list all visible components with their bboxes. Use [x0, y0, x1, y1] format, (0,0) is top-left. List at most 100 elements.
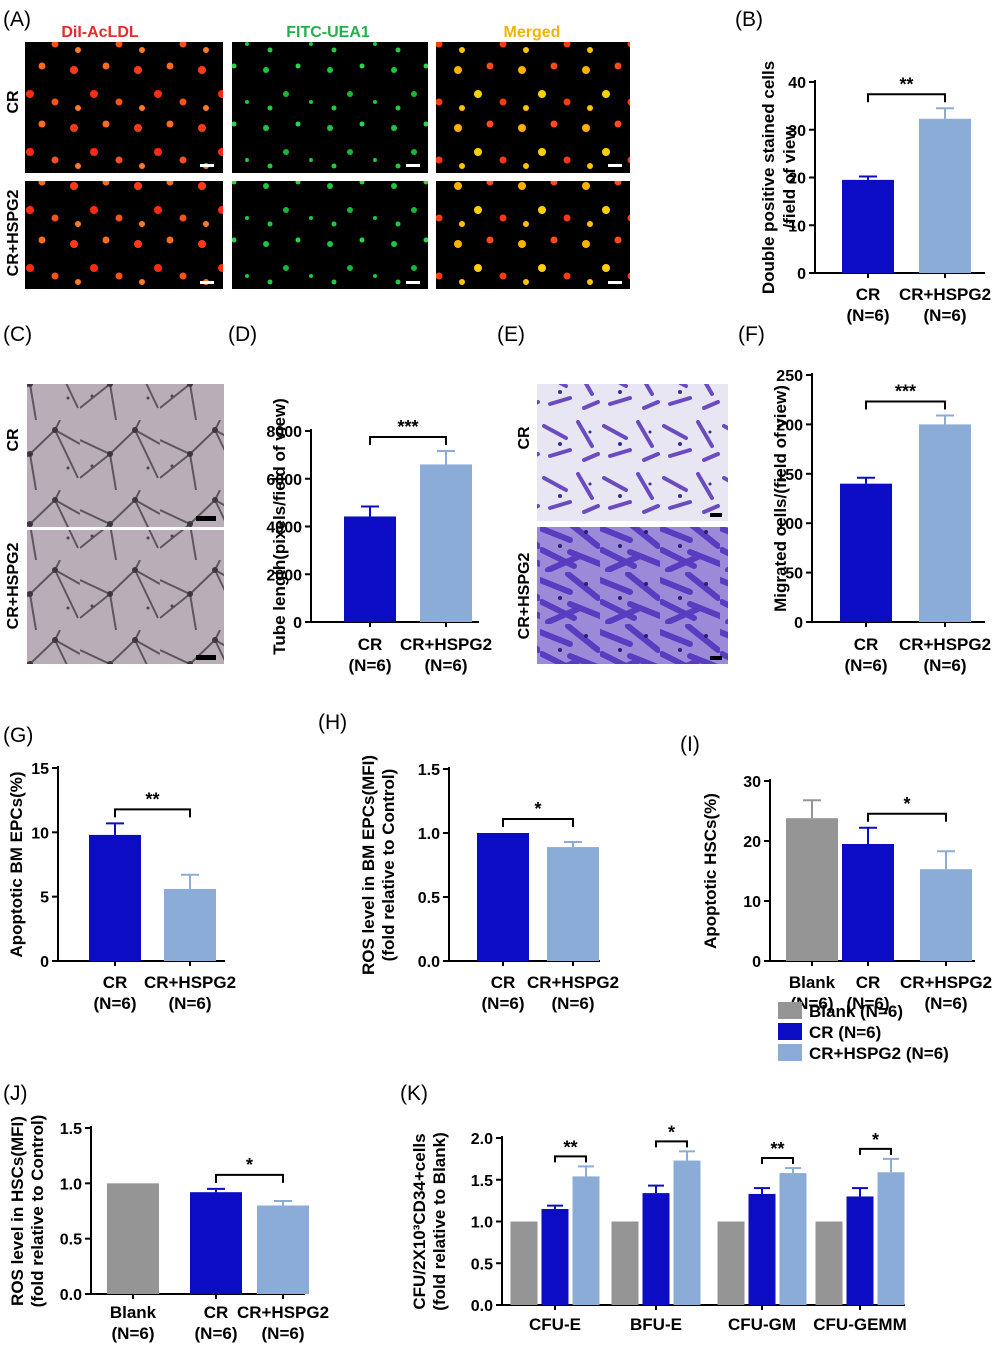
bar: [344, 516, 396, 622]
legend-label: CR (N=6): [809, 1023, 881, 1042]
y-tick-label: 150: [776, 467, 803, 484]
y-axis-title: CFU/2X10³CD34+cells: [410, 1133, 429, 1309]
y-tick-label: 1.5: [471, 1173, 493, 1190]
significance-bracket: [867, 93, 946, 103]
significance-label: *: [534, 799, 541, 819]
y-tick-label: 0.0: [471, 1298, 493, 1315]
panel-f-label: (F): [738, 323, 765, 346]
significance-label: **: [563, 1137, 577, 1157]
x-category-label: Blank: [110, 1303, 157, 1322]
y-tick-label: 15: [31, 761, 49, 778]
tube-image-cr: [27, 384, 224, 527]
scale-bar: [200, 281, 214, 284]
panel-c-label: (C): [3, 323, 32, 346]
panel-a: (A) DiI-AcLDL FITC-UEA1 Merged CR CR+HSP…: [3, 8, 630, 289]
y-tick-label: 8000: [266, 424, 302, 441]
legend-swatch: [778, 1044, 802, 1061]
column-title-fitc-uea1: FITC-UEA1: [286, 24, 370, 41]
panel-a-row-label-cr: CR: [5, 90, 22, 114]
y-tick-label: 30: [743, 774, 761, 791]
x-category-label: CR+HSPG2: [899, 635, 991, 654]
significance-bracket: [859, 1147, 892, 1155]
x-category-label: CR+HSPG2: [527, 973, 619, 992]
scale-bar: [710, 656, 722, 660]
significance-label: **: [145, 789, 159, 809]
y-tick-label: 100: [776, 516, 803, 533]
x-category-n: (N=6): [847, 994, 890, 1013]
x-category-n: (N=6): [94, 994, 137, 1013]
scale-bar: [196, 655, 216, 660]
x-category-label: CR+HSPG2: [144, 973, 236, 992]
x-category-n: (N=6): [924, 306, 967, 325]
y-tick-label: 10: [31, 825, 49, 842]
panel-c-row-label-cr-hspg2: CR+HSPG2: [5, 543, 22, 630]
y-tick-label: 0: [794, 615, 803, 632]
x-category-n: (N=6): [425, 656, 468, 675]
y-tick-label: 1.0: [60, 1176, 82, 1193]
significance-bracket: [867, 812, 947, 822]
significance-bracket: [114, 808, 191, 818]
bar: [164, 888, 216, 961]
significance-bracket: [761, 1157, 794, 1165]
y-axis-title: ROS level in BM EPCs(MFI): [359, 755, 378, 975]
significance-label: **: [899, 74, 913, 94]
y-tick-label: 40: [788, 75, 806, 92]
y-axis-title: ROS level in HSCs(MFI): [8, 1116, 27, 1306]
x-category-n: (N=6): [112, 1324, 155, 1343]
y-axis-title: Tube length(pixels/field of view): [270, 398, 289, 655]
panel-e-label: (E): [497, 323, 525, 346]
significance-bracket: [655, 1140, 688, 1148]
x-category-label: Blank: [789, 973, 836, 992]
chart-j: (J) 0.0 0.5 1.0 1.5 ROS level in HSCs(MFI) (fo…: [3, 1082, 329, 1343]
x-category-n: (N=6): [349, 656, 392, 675]
bar: [779, 1173, 807, 1305]
x-category-n: (N=6): [195, 1324, 238, 1343]
bar: [257, 1205, 309, 1294]
chart-g: (G) 0 5 10 15 Apoptotic BM EPCs(%) CR (N=6) CR+H…: [3, 724, 236, 1013]
bar: [786, 818, 838, 961]
bar: [842, 844, 894, 961]
x-category-label: CR+HSPG2: [899, 285, 991, 304]
chart-i: (I) 0 10 20 30 Apoptotic HSCs(%) Blank (N=6) CR (…: [680, 733, 992, 1013]
y-tick-label: 10: [743, 894, 761, 911]
panel-a-label: (A): [3, 8, 31, 31]
significance-label: *: [903, 794, 910, 814]
chart-h: (H) 0.0 0.5 1.0 1.5 ROS level in BM EPCs(MFI)…: [318, 711, 619, 1013]
panel-c-row-label-cr: CR: [5, 428, 22, 452]
y-tick-label: 2000: [266, 567, 302, 584]
panel-k-label: (K): [400, 1082, 428, 1105]
x-category-label: BFU-E: [630, 1315, 682, 1334]
panel-g-label: (G): [3, 724, 33, 747]
y-tick-label: 6000: [266, 472, 302, 489]
scale-bar: [608, 281, 622, 284]
y-tick-label: 0.0: [60, 1287, 82, 1304]
panel-e-row-label-cr-hspg2: CR+HSPG2: [516, 553, 533, 640]
panel-c: (C) CR CR+HSPG2: [3, 323, 224, 664]
migration-image-cr: [537, 384, 728, 521]
bar: [673, 1160, 701, 1305]
bar: [477, 833, 529, 961]
chart-k: (K) 0.0 0.5 1.0 1.5 2.0 CFU/2X10³CD34+cells (fo…: [400, 1002, 949, 1334]
y-tick-label: 200: [776, 417, 803, 434]
chart-b: (B) 0 10 20 30 40 Double positive stained cell…: [735, 8, 991, 325]
significance-label: ***: [895, 382, 916, 402]
significance-bracket: [369, 436, 447, 446]
legend-swatch: [778, 1002, 802, 1019]
x-category-label: CFU-E: [529, 1315, 581, 1334]
bar: [107, 1183, 159, 1294]
bar: [919, 424, 971, 622]
y-tick-label: 1.5: [60, 1121, 82, 1138]
y-axis-title: /field of view: [780, 126, 799, 229]
y-tick-label: 1.0: [418, 826, 440, 843]
significance-label: *: [246, 1155, 253, 1175]
x-category-n: (N=6): [262, 1324, 305, 1343]
y-tick-label: 0.5: [471, 1256, 493, 1273]
bar: [510, 1221, 538, 1305]
x-category-label: CR: [856, 973, 881, 992]
legend-swatch: [778, 1023, 802, 1040]
micrograph-merged-cr: [436, 42, 630, 173]
significance-bracket: [502, 818, 574, 827]
y-tick-label: 0: [293, 615, 302, 632]
